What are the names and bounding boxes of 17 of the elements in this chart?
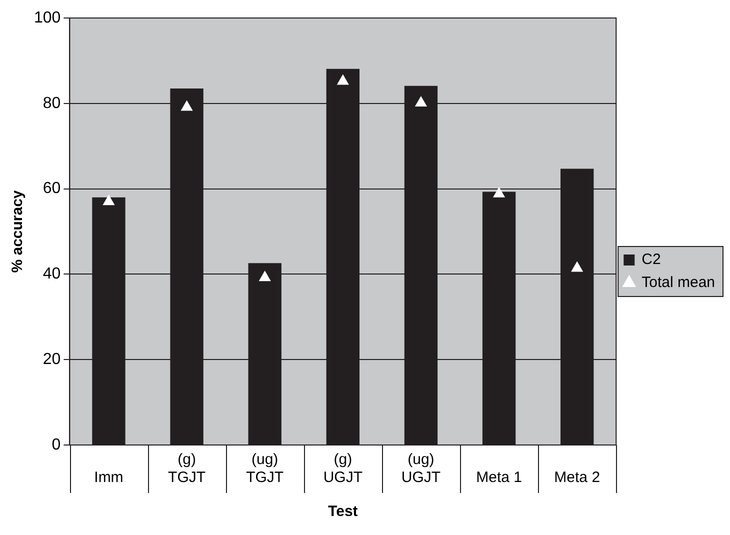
y-axis-title: % accuracy bbox=[9, 190, 26, 273]
x-tick-label: (ug) TGJT bbox=[246, 451, 284, 486]
x-axis-title: Test bbox=[328, 503, 358, 520]
y-tick-label: 20 bbox=[42, 351, 61, 368]
x-tick-label: (g) UGJT bbox=[323, 451, 362, 486]
x-tick-label: Imm bbox=[94, 469, 124, 486]
y-tick-label: 100 bbox=[34, 9, 61, 26]
y-tick-label: 80 bbox=[42, 94, 61, 112]
y-tick-label: 40 bbox=[42, 266, 61, 283]
legend-label: C2 bbox=[642, 251, 661, 268]
y-tick-label: 60 bbox=[42, 180, 61, 198]
legend-label: Total mean bbox=[642, 274, 715, 292]
x-tick-label: (ug) UGJT bbox=[401, 451, 441, 486]
x-tick-label: Meta 2 bbox=[554, 469, 600, 486]
y-tick-label: 0 bbox=[52, 436, 61, 454]
x-tick-label: (g) TGJT bbox=[168, 451, 206, 486]
x-tick-label: Meta 1 bbox=[476, 469, 522, 486]
